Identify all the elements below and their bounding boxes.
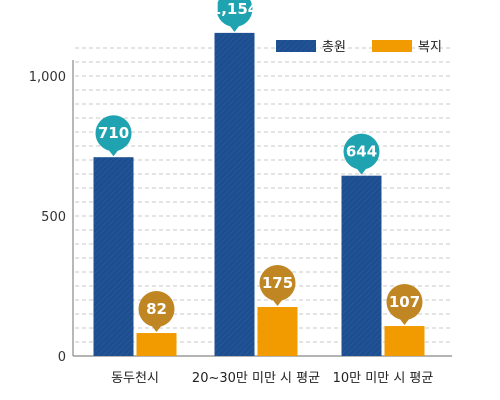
callout-bubble	[259, 265, 296, 301]
value-callout: 175	[259, 265, 296, 306]
bar-total	[93, 157, 134, 356]
data-label: 82	[146, 300, 167, 318]
data-label: 1,154	[211, 0, 258, 18]
callout-bubble	[95, 115, 132, 152]
y-tick-label: 500	[41, 210, 66, 225]
data-label: 175	[262, 274, 293, 292]
y-tick-label: 0	[58, 350, 66, 365]
value-callout: 710	[95, 115, 132, 157]
bar-welfare	[136, 333, 177, 356]
data-label: 710	[98, 124, 129, 142]
callout-pointer	[354, 165, 369, 175]
bar-total	[341, 175, 382, 356]
callout-pointer	[106, 147, 121, 157]
bars	[93, 32, 425, 356]
category-label: 10만 미만 시 평균	[333, 371, 434, 386]
y-tick-label: 1,000	[29, 70, 66, 85]
legend-label: 총원	[322, 40, 346, 55]
data-label: 107	[389, 293, 420, 311]
y-axis-ticks: 0 500 1,000	[29, 70, 66, 365]
callout-bubble	[386, 284, 423, 321]
value-callout: 1,154	[211, 0, 258, 32]
value-callout: 644	[343, 133, 380, 175]
callout-bubble	[216, 0, 253, 27]
callout-bubble	[343, 133, 380, 170]
callout-bubble	[138, 291, 175, 328]
callout-pointer	[149, 323, 164, 333]
bar-total	[214, 32, 255, 356]
data-label: 644	[346, 143, 377, 161]
category-label: 동두천시	[111, 371, 159, 386]
value-callouts: 710 1,154 644 82 175 107	[95, 0, 423, 333]
bar-welfare	[257, 307, 298, 356]
category-labels: 동두천시 20~30만 미만 시 평균 10만 미만 시 평균	[111, 371, 433, 386]
legend-label: 복지	[418, 40, 442, 55]
category-label: 20~30만 미만 시 평균	[192, 371, 320, 386]
legend-swatch	[372, 40, 412, 52]
callout-pointer	[227, 22, 242, 32]
value-callout: 82	[138, 291, 175, 333]
legend-swatch	[276, 40, 316, 52]
bar-welfare	[384, 326, 425, 356]
legend: 총원 복지	[276, 40, 442, 55]
callout-pointer	[397, 316, 412, 326]
callout-pointer	[270, 297, 285, 306]
value-callout: 107	[386, 284, 423, 326]
